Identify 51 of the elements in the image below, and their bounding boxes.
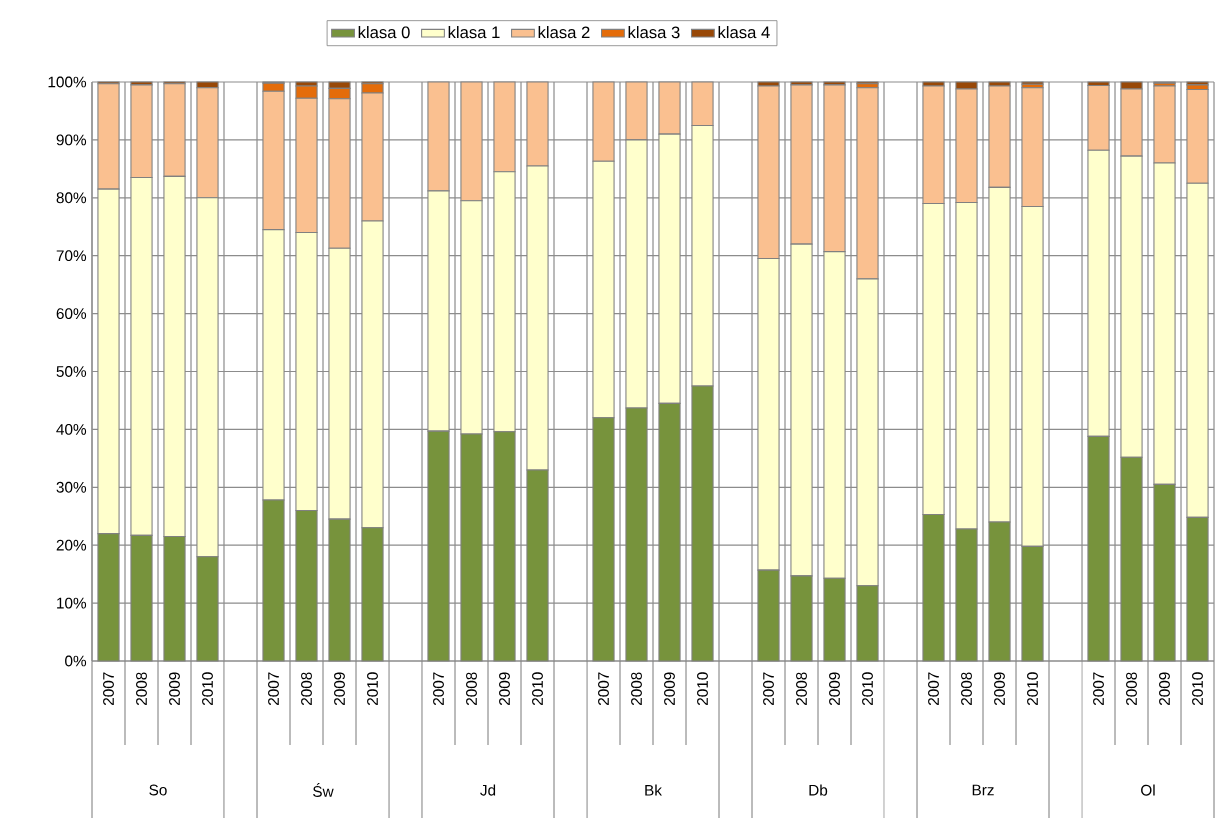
x-tick-label: 2008 <box>961 672 972 706</box>
x-tick-label: 2010 <box>1192 672 1203 706</box>
x-tick-label: 2007 <box>433 672 444 706</box>
x-tick-label: 2007 <box>103 672 114 706</box>
x-tick-label: 2007 <box>763 672 774 706</box>
legend-label: klasa 4 <box>718 25 770 39</box>
text: Św <box>313 783 334 797</box>
x-tick-label: 2009 <box>994 672 1005 706</box>
y-tick-label: 0% <box>65 655 87 667</box>
text: So <box>149 784 167 796</box>
x-tick-label: 2010 <box>1027 672 1038 706</box>
text: Jd <box>480 784 496 796</box>
legend-label: klasa 0 <box>358 25 410 39</box>
y-tick-label: 30% <box>56 481 87 493</box>
x-tick-label: 2008 <box>796 672 807 706</box>
y-tick-label: 60% <box>56 308 87 320</box>
legend-label: klasa 1 <box>448 25 500 39</box>
x-tick-label: 2010 <box>367 672 378 706</box>
x-tick-label: 2009 <box>664 672 675 706</box>
x-tick-label: 2009 <box>499 672 510 706</box>
x-tick-label: 2007 <box>598 672 609 706</box>
legend-label: klasa 3 <box>628 25 680 39</box>
x-tick-label: 2009 <box>829 672 840 706</box>
text: Db <box>809 784 828 796</box>
x-tick-label: 2008 <box>1126 672 1137 706</box>
y-tick-label: 10% <box>57 597 87 609</box>
text: Bk <box>645 784 662 796</box>
y-tick-label: 20% <box>56 539 87 551</box>
y-tick-label: 50% <box>56 366 87 377</box>
text: Ol <box>1141 784 1155 796</box>
y-tick-label: 90% <box>56 134 87 146</box>
y-tick-label: 100% <box>48 76 87 88</box>
x-tick-label: 2008 <box>466 672 477 706</box>
x-tick-label: 2008 <box>136 672 147 706</box>
x-tick-label: 2009 <box>334 672 345 706</box>
x-tick-label: 2009 <box>169 672 180 706</box>
x-tick-label: 2007 <box>268 672 279 706</box>
x-tick-label: 2007 <box>928 672 939 706</box>
x-tick-label: 2010 <box>532 672 543 706</box>
y-tick-label: 40% <box>56 423 87 435</box>
x-tick-label: 2007 <box>1093 672 1104 706</box>
x-tick-label: 2009 <box>1159 672 1170 706</box>
y-tick-label: 70% <box>56 250 87 262</box>
text: Brz <box>972 784 994 796</box>
x-tick-label: 2010 <box>862 672 873 706</box>
y-tick-label: 80% <box>56 192 87 204</box>
x-tick-label: 2008 <box>301 672 312 706</box>
x-tick-label: 2010 <box>202 672 213 706</box>
x-tick-label: 2010 <box>697 672 708 706</box>
legend-label: klasa 2 <box>538 25 590 39</box>
x-tick-label: 2008 <box>631 672 642 706</box>
